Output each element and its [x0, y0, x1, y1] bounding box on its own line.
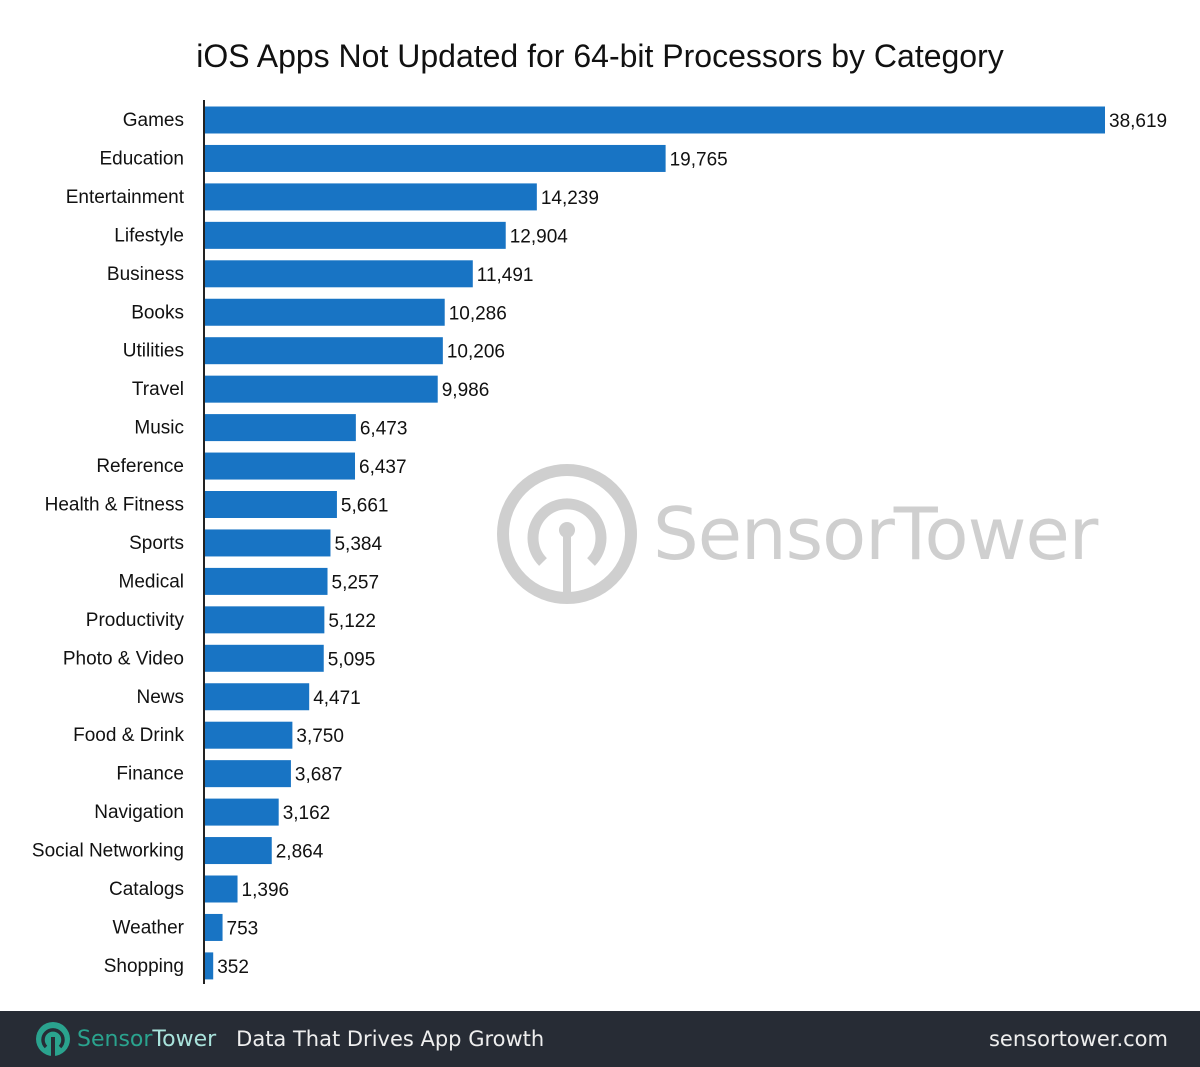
category-label: Health & Fitness — [45, 495, 184, 516]
brand-sensor: Sensor — [77, 1026, 153, 1052]
bar — [205, 913, 223, 941]
bar — [205, 414, 356, 442]
category-label: Education — [99, 148, 184, 169]
bar — [205, 529, 331, 557]
category-label: Business — [107, 264, 184, 285]
data-label: 6,437 — [359, 457, 407, 478]
data-label: 14,239 — [541, 188, 599, 209]
bar — [205, 144, 666, 172]
data-label: 753 — [227, 918, 259, 939]
sensortower-logo-icon — [497, 464, 637, 604]
category-label: Food & Drink — [73, 725, 184, 746]
category-label: Photo & Video — [63, 648, 184, 669]
bar — [205, 491, 337, 518]
data-label: 1,396 — [242, 880, 290, 901]
footer-logo[interactable]: SensorTower — [35, 1021, 216, 1057]
data-label: 3,750 — [296, 726, 344, 747]
category-label: Navigation — [94, 802, 184, 823]
bar — [205, 183, 537, 211]
data-label: 9,986 — [442, 380, 490, 401]
data-label: 5,257 — [332, 572, 380, 593]
bar — [205, 375, 438, 403]
sensortower-logo-icon — [36, 1022, 70, 1057]
bar — [205, 760, 291, 788]
bar — [205, 837, 272, 865]
watermark-text: SensorTower — [653, 492, 1098, 576]
data-label: 5,122 — [328, 611, 376, 632]
bar — [205, 721, 293, 749]
bar — [205, 298, 445, 326]
footer-tagline: Data That Drives App Growth — [236, 1027, 545, 1051]
category-label: Lifestyle — [114, 225, 184, 246]
bar — [205, 260, 473, 288]
category-label: Catalogs — [109, 879, 184, 900]
category-label: Entertainment — [66, 187, 185, 208]
data-label: 38,619 — [1109, 111, 1167, 132]
category-label: Finance — [116, 764, 184, 785]
footer: SensorTower Data That Drives App Growth … — [0, 1011, 1200, 1067]
bar — [205, 567, 328, 595]
bar — [205, 683, 310, 711]
category-label: Reference — [96, 456, 184, 477]
footer-site-link[interactable]: sensortower.com — [988, 1027, 1168, 1051]
data-label: 5,384 — [334, 534, 382, 555]
category-label: Shopping — [104, 956, 184, 977]
chart-title: iOS Apps Not Updated for 64-bit Processo… — [196, 38, 1004, 74]
category-label: Utilities — [123, 341, 184, 362]
data-label: 5,661 — [341, 496, 389, 517]
data-label: 6,473 — [360, 419, 408, 440]
category-label: Social Networking — [32, 841, 184, 862]
bar — [205, 952, 214, 980]
data-label: 19,765 — [670, 149, 728, 170]
data-label: 12,904 — [510, 226, 569, 247]
data-label: 352 — [217, 957, 249, 978]
category-label: Sports — [129, 533, 184, 554]
data-label: 3,687 — [295, 765, 343, 786]
data-label: 10,286 — [449, 303, 507, 324]
category-label: Medical — [119, 571, 184, 592]
category-label: Books — [131, 302, 184, 323]
data-label: 5,095 — [328, 649, 376, 670]
data-label: 11,491 — [477, 265, 534, 286]
category-label: Productivity — [86, 610, 185, 631]
category-label: Games — [123, 110, 184, 131]
bar — [205, 337, 443, 365]
category-label: News — [136, 687, 184, 708]
bar — [205, 221, 506, 249]
data-label: 10,206 — [447, 342, 505, 363]
watermark: SensorTower — [495, 462, 1098, 606]
category-label: Travel — [132, 379, 184, 400]
category-label: Weather — [113, 917, 185, 938]
bar — [205, 798, 279, 826]
brand-tower: Tower — [152, 1026, 217, 1052]
bar — [205, 606, 325, 634]
bar — [205, 106, 1105, 134]
bar-chart: Games 38,619 Education 19,765 Entertainment 1… — [32, 100, 1167, 984]
data-label: 4,471 — [313, 688, 361, 709]
category-label: Music — [134, 418, 184, 439]
bar — [205, 644, 324, 672]
bar — [205, 875, 238, 903]
data-label: 2,864 — [276, 842, 324, 863]
bar — [205, 452, 356, 480]
data-label: 3,162 — [283, 803, 331, 824]
